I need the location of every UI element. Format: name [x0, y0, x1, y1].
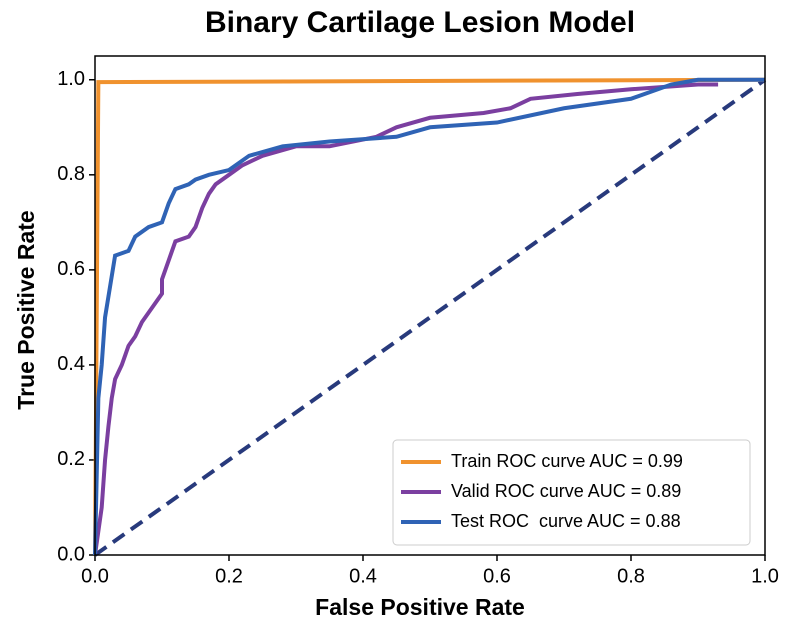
y-axis-label: True Positive Rate — [13, 210, 39, 409]
y-tick-label: 1.0 — [57, 68, 85, 90]
x-tick-label: 1.0 — [751, 565, 779, 587]
y-tick-label: 0.6 — [57, 258, 85, 280]
roc-curve — [93, 77, 766, 556]
y-tick-label: 0.4 — [57, 353, 85, 375]
x-axis-label: False Positive Rate — [315, 594, 525, 620]
x-tick-label: 0.8 — [617, 565, 645, 587]
y-tick-label: 0.0 — [57, 543, 85, 565]
x-tick-label: 0.2 — [215, 565, 243, 587]
roc-curve — [93, 77, 765, 556]
plot-frame — [94, 55, 766, 556]
y-tick-label: 0.2 — [57, 448, 85, 470]
x-tick-label: 0.4 — [349, 565, 377, 587]
x-tick-label: 0.0 — [81, 565, 109, 587]
legend-label: Train ROC curve AUC = 0.99 — [451, 451, 683, 471]
chart-title: Binary Cartilage Lesion Model — [205, 6, 635, 39]
y-tick-label: 0.8 — [57, 163, 85, 185]
legend-label: Test ROC curve AUC = 0.88 — [451, 511, 681, 531]
roc-curve — [93, 82, 719, 556]
x-tick-label: 0.6 — [483, 565, 511, 587]
legend-box — [392, 439, 751, 546]
legend-label: Valid ROC curve AUC = 0.89 — [451, 481, 681, 501]
reference-line — [93, 78, 767, 557]
